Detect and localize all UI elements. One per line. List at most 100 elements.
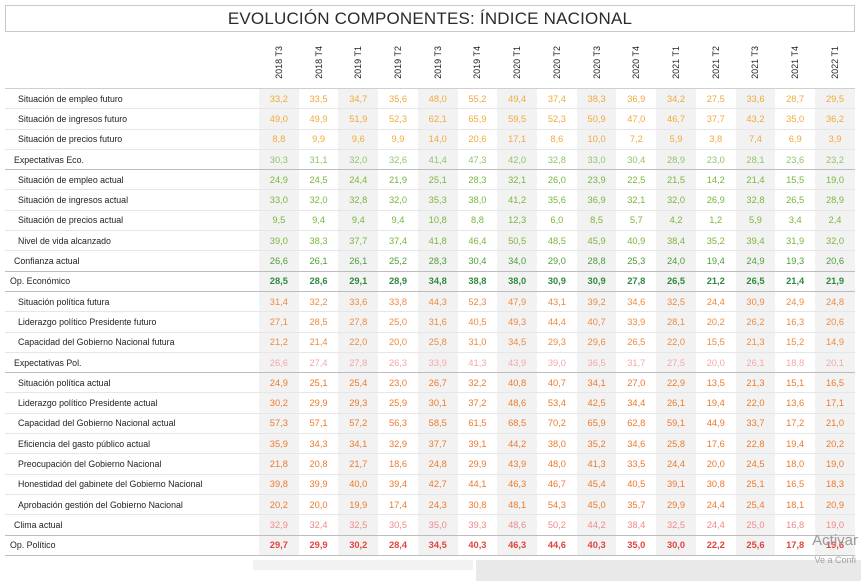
value-cell: 30,5 — [378, 514, 418, 536]
value-cell: 33,7 — [735, 413, 776, 435]
value-cell: 33,2 — [258, 88, 299, 110]
table-row: Nivel de vida alcanzado 39,0 38,3 37,7 37,4 4… — [5, 230, 855, 252]
value-cell: 24,8 — [417, 453, 458, 475]
value-cell: 58,5 — [417, 413, 458, 435]
value-cell: 16,5 — [815, 372, 855, 394]
value-cell: 44,3 — [417, 291, 458, 313]
row-label: Situación de precios actual — [5, 210, 259, 232]
value-cell: 26,6 — [258, 352, 299, 374]
value-cell: 20,9 — [815, 494, 855, 516]
value-cell: 40,7 — [537, 372, 577, 394]
value-cell: 40,8 — [497, 372, 538, 394]
value-cell: 35,6 — [537, 189, 577, 211]
value-cell: 23,6 — [775, 149, 816, 171]
value-cell: 22,0 — [338, 332, 379, 353]
value-cell: 38,0 — [497, 271, 538, 292]
value-cell: 35,0 — [616, 535, 657, 556]
value-cell: 35,6 — [378, 88, 418, 110]
table-row: Op. Económico 28,5 28,6 29,1 28,9 34,8 38,8 38,… — [5, 271, 855, 292]
value-cell: 23,9 — [576, 169, 617, 191]
period-header: 2018 T3 — [258, 36, 299, 89]
value-cell: 20,0 — [378, 332, 418, 353]
period-header: 2022 T1 — [815, 36, 855, 89]
table-row: Capacidad del Gobierno Nacional futura 21… — [5, 332, 855, 353]
row-label: Preocupación del Gobierno Nacional — [5, 453, 259, 475]
value-cell: 17,8 — [775, 535, 816, 556]
value-cell: 33,8 — [378, 291, 418, 313]
period-header: 2019 T1 — [338, 36, 379, 89]
value-cell: 33,5 — [616, 453, 657, 475]
value-cell: 27,0 — [616, 372, 657, 394]
period-header: 2020 T1 — [497, 36, 538, 89]
value-cell: 21,7 — [338, 453, 379, 475]
value-cell: 27,8 — [616, 271, 657, 292]
row-label: Capacidad del Gobierno Nacional actual — [5, 413, 259, 435]
scroll-area-right — [476, 560, 861, 581]
value-cell: 51,9 — [338, 108, 379, 130]
value-cell: 22,0 — [735, 392, 776, 414]
value-cell: 23,2 — [815, 149, 855, 171]
value-cell: 4,2 — [656, 210, 696, 232]
components-table: 2018 T3 2018 T4 2019 T1 2019 T2 2019 T3 2019 … — [5, 36, 855, 556]
period-label: 2019 T1 — [353, 45, 364, 79]
value-cell: 20,6 — [815, 311, 855, 333]
value-cell: 18,3 — [815, 474, 855, 495]
value-cell: 20,8 — [298, 453, 339, 475]
value-cell: 13,6 — [775, 392, 816, 414]
value-cell: 50,5 — [497, 230, 538, 252]
value-cell: 5,7 — [616, 210, 657, 232]
value-cell: 19,9 — [338, 494, 379, 516]
row-label: Expectativas Eco. — [5, 149, 259, 171]
table-row: Confianza actual 26,6 26,1 26,1 25,2 28,3 30,4… — [5, 250, 855, 272]
period-label: 2020 T3 — [591, 45, 602, 79]
scroll-area — [253, 560, 473, 570]
period-header: 2021 T4 — [775, 36, 816, 89]
value-cell: 40,3 — [576, 535, 617, 556]
value-cell: 29,3 — [537, 332, 577, 353]
value-cell: 22,2 — [695, 535, 736, 556]
value-cell: 57,2 — [338, 413, 379, 435]
value-cell: 8,8 — [258, 129, 299, 150]
period-header: 2020 T4 — [616, 36, 657, 89]
value-cell: 32,1 — [497, 169, 538, 191]
table-row: Preocupación del Gobierno Nacional 21,8 20… — [5, 453, 855, 475]
value-cell: 42,0 — [497, 149, 538, 171]
value-cell: 19,4 — [775, 433, 816, 455]
value-cell: 24,8 — [815, 291, 855, 313]
value-cell: 26,5 — [735, 271, 776, 292]
value-cell: 17,6 — [695, 433, 736, 455]
value-cell: 30,8 — [457, 494, 498, 516]
value-cell: 34,8 — [417, 271, 458, 292]
value-cell: 30,2 — [338, 535, 379, 556]
value-cell: 28,3 — [417, 250, 458, 272]
value-cell: 27,8 — [338, 352, 379, 374]
period-label: 2021 T4 — [790, 45, 801, 79]
value-cell: 25,8 — [656, 433, 696, 455]
value-cell: 34,2 — [656, 88, 696, 110]
value-cell: 30,4 — [616, 149, 657, 171]
activation-watermark: Activar — [812, 532, 858, 549]
value-cell: 38,3 — [298, 230, 339, 252]
value-cell: 26,3 — [378, 352, 418, 374]
row-label: Situación de empleo futuro — [5, 88, 259, 110]
value-cell: 37,4 — [378, 230, 418, 252]
value-cell: 36,2 — [815, 108, 855, 130]
value-cell: 26,7 — [417, 372, 458, 394]
value-cell: 9,9 — [298, 129, 339, 150]
row-label: Op. Político — [5, 535, 259, 556]
value-cell: 9,4 — [378, 210, 418, 232]
value-cell: 32,2 — [298, 291, 339, 313]
value-cell: 17,1 — [497, 129, 538, 150]
table-row: Expectativas Eco. 30,3 31,1 32,0 32,6 41,4 47,… — [5, 149, 855, 171]
value-cell: 32,8 — [338, 189, 379, 211]
value-cell: 15,5 — [695, 332, 736, 353]
value-cell: 48,5 — [537, 230, 577, 252]
value-cell: 40,5 — [616, 474, 657, 495]
row-label: Situación política actual — [5, 372, 259, 394]
value-cell: 33,9 — [417, 352, 458, 374]
value-cell: 26,0 — [537, 169, 577, 191]
value-cell: 29,1 — [338, 271, 379, 292]
value-cell: 24,5 — [298, 169, 339, 191]
value-cell: 43,9 — [497, 352, 538, 374]
value-cell: 34,6 — [616, 433, 657, 455]
